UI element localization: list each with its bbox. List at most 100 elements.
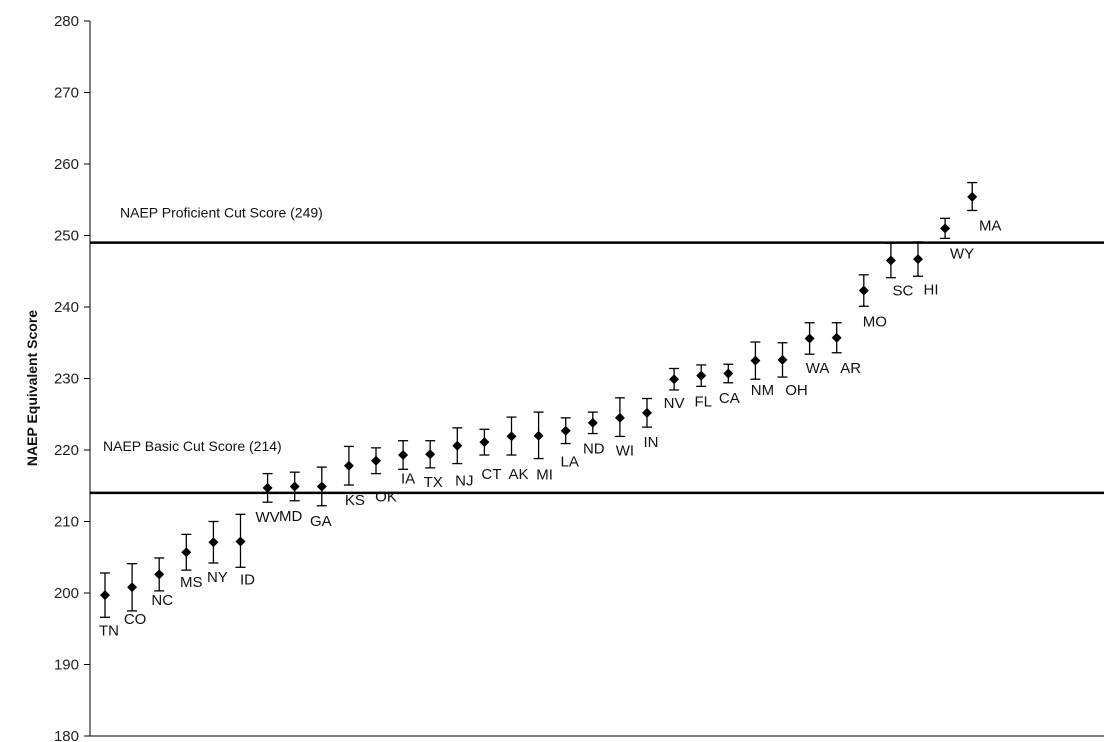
y-tick-label: 260 [54, 156, 79, 173]
data-point-nj: NJ [452, 427, 473, 490]
state-label: WA [806, 360, 830, 377]
diamond-marker [831, 332, 842, 343]
state-label: CA [719, 390, 740, 407]
diamond-marker [289, 481, 300, 492]
data-point-wy: WY [940, 217, 974, 262]
data-point-ms: MS [180, 533, 203, 591]
diamond-marker [479, 437, 490, 448]
data-point-fl: FL [694, 364, 712, 410]
diamond-marker [669, 374, 680, 385]
diamond-marker [885, 255, 896, 266]
diamond-marker [452, 440, 463, 451]
data-point-in: IN [642, 397, 659, 451]
data-point-ks: KS [343, 445, 365, 509]
data-point-nd: ND [583, 411, 605, 458]
diamond-marker [181, 547, 192, 558]
diamond-marker [533, 430, 544, 441]
data-point-ok: OK [371, 447, 397, 506]
state-label: LA [561, 454, 579, 471]
diamond-marker [560, 425, 571, 436]
data-point-ar: AR [831, 322, 861, 377]
data-point-mo: MO [858, 274, 887, 330]
data-point-ga: GA [310, 466, 332, 530]
reference-lines: NAEP Proficient Cut Score (249) NAEP Basi… [90, 205, 1104, 495]
diamond-marker [777, 354, 788, 365]
data-point-nc: NC [151, 557, 173, 609]
y-tick-label: 200 [54, 585, 79, 602]
data-point-ca: CA [719, 363, 740, 407]
state-label: MI [536, 467, 553, 484]
diamond-marker [371, 455, 381, 466]
state-label: HI [924, 281, 939, 298]
state-label: NM [751, 382, 774, 399]
state-label: ND [583, 441, 605, 458]
state-label: MO [863, 313, 887, 330]
y-tick-label: 220 [54, 442, 79, 459]
data-point-oh: OH [777, 342, 808, 399]
diamond-marker [208, 537, 219, 548]
y-tick-label: 230 [54, 371, 79, 388]
state-label: IN [644, 434, 659, 451]
y-tick-label: 180 [54, 728, 79, 742]
y-tick-label: 210 [54, 514, 79, 531]
state-label: KS [345, 492, 365, 509]
state-label: CO [124, 611, 147, 628]
reference-line-label: NAEP Basic Cut Score (214) [103, 438, 282, 454]
state-label: TN [99, 622, 119, 639]
state-label: FL [694, 393, 712, 410]
state-label: WV [256, 509, 280, 526]
state-label: MA [979, 217, 1002, 234]
data-point-nv: NV [664, 367, 685, 412]
state-label: CT [481, 466, 501, 483]
data-point-wv: WV [256, 472, 280, 526]
diamond-marker [858, 285, 869, 296]
state-label: WY [950, 245, 974, 262]
diamond-marker [750, 355, 761, 366]
state-label: NY [207, 569, 228, 586]
diamond-marker [425, 449, 436, 460]
diamond-marker [506, 431, 517, 442]
data-point-md: MD [279, 471, 303, 525]
diamond-marker [316, 481, 327, 492]
state-label: NV [664, 395, 685, 412]
state-label: NJ [455, 473, 473, 490]
data-point-id: ID [235, 513, 255, 588]
data-point-tx: TX [424, 440, 443, 491]
state-label: TX [424, 474, 443, 491]
diamond-marker [614, 412, 625, 423]
state-label: SC [892, 283, 913, 300]
state-label: MS [180, 574, 203, 591]
y-tick-label: 190 [54, 657, 79, 674]
state-label: NC [151, 592, 173, 609]
data-point-mi: MI [533, 411, 553, 484]
diamond-marker [804, 333, 815, 344]
diamond-marker [127, 582, 138, 593]
data-point-co: CO [124, 563, 147, 628]
data-point-nm: NM [750, 341, 774, 399]
diamond-marker [587, 417, 598, 428]
diamond-marker [723, 368, 734, 379]
y-axis: 180 190 200 210 220 230 240 250 260 270 280 [54, 13, 1104, 742]
diamond-marker [262, 482, 273, 493]
diamond-marker [642, 407, 652, 418]
state-label: WI [616, 442, 634, 459]
diamond-marker [967, 191, 978, 202]
state-label: GA [310, 513, 332, 530]
data-point-wa: WA [804, 322, 830, 377]
diamond-marker [913, 254, 923, 265]
y-axis-title: NAEP Equivalent Score [24, 310, 40, 466]
y-tick-label: 280 [54, 13, 79, 30]
y-tick-label: 270 [54, 85, 79, 102]
data-point-sc: SC [885, 242, 913, 300]
data-point-tn: TN [99, 572, 119, 639]
y-tick-label: 250 [54, 228, 79, 245]
diamond-marker [696, 370, 707, 381]
state-label: IA [401, 470, 415, 487]
diamond-marker [398, 450, 409, 461]
data-point-ia: IA [398, 440, 415, 487]
diamond-marker [235, 536, 246, 547]
data-point-hi: HI [913, 241, 939, 298]
